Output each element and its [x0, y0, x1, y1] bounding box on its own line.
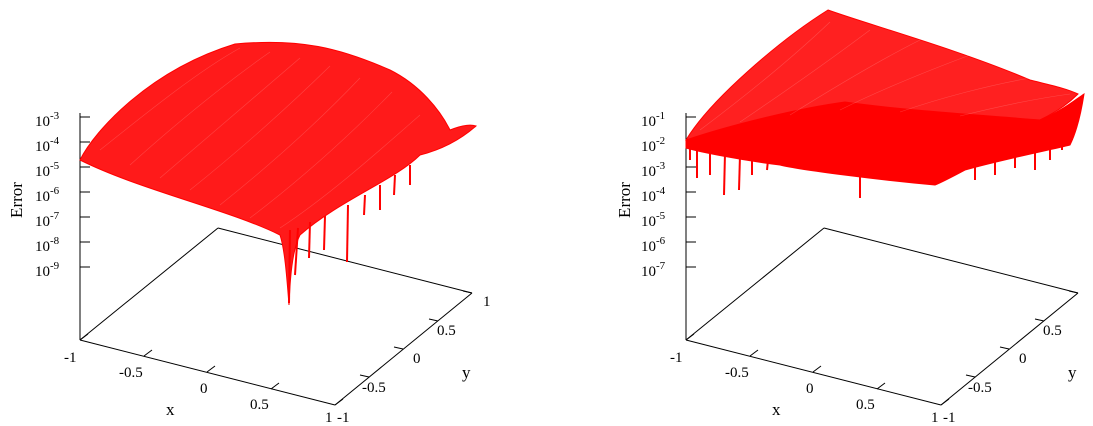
surface-spikes-left — [288, 165, 411, 304]
surface-right-back — [685, 9, 1079, 141]
z-tick-label: 10-6 — [641, 235, 666, 255]
y-tick-label: -1 — [337, 410, 350, 426]
x-tick-label: -0.5 — [119, 365, 143, 381]
z-tick-label: 10-4 — [641, 185, 666, 205]
y-axis-label-left: y — [462, 363, 471, 382]
surface-mesh-right — [685, 9, 1085, 198]
y-tick-label: 0.5 — [1043, 323, 1062, 339]
x-tick-label: 1 — [325, 410, 333, 426]
surface-right-front — [685, 92, 1085, 186]
surface-gridlines-left — [99, 47, 421, 229]
base-box-left — [79, 227, 473, 406]
x-tick-label: -1 — [670, 350, 683, 366]
z-tick-labels-right: 10-1 10-2 10-3 10-4 10-5 10-6 10-7 — [641, 110, 666, 280]
y-axis-label-right: y — [1068, 363, 1077, 382]
x-axis-label-right: x — [772, 400, 781, 419]
z-tick-label: 10-3 — [641, 160, 666, 180]
surface-plot-left: 10-3 10-4 10-5 10-6 10-7 10-8 10-9 Error — [7, 41, 491, 426]
x-tick-label: 0 — [806, 381, 814, 397]
z-tick-label: 10-8 — [35, 235, 60, 255]
y-tick-label: 0 — [413, 351, 421, 367]
y-tick-label: -0.5 — [968, 380, 992, 396]
y-tick-label: 1 — [483, 294, 491, 310]
x-tick-label: 0.5 — [856, 397, 875, 413]
x-tick-label: -1 — [64, 350, 77, 366]
x-axis-label-left: x — [166, 400, 175, 419]
x-tick-label: 0.5 — [250, 397, 269, 413]
x-ticks-right — [685, 333, 950, 406]
z-tick-label: 10-6 — [35, 185, 60, 205]
x-tick-label: -0.5 — [725, 365, 749, 381]
x-tick-label: 1 — [931, 410, 939, 426]
z-ticks-left — [80, 116, 90, 268]
y-ticks-right — [965, 290, 1079, 378]
z-tick-labels-left: 10-3 10-4 10-5 10-6 10-7 10-8 10-9 — [35, 110, 60, 280]
surface-mesh-left — [79, 41, 477, 306]
x-tick-labels-left: -1 -0.5 0 0.5 1 — [64, 350, 333, 426]
x-tick-label: 0 — [200, 381, 208, 397]
z-tick-label: 10-5 — [35, 160, 60, 180]
y-tick-label: 0 — [1019, 351, 1027, 367]
z-tick-label: 10-7 — [641, 260, 666, 280]
z-axis-label-right: Error — [615, 182, 634, 218]
z-tick-label: 10-9 — [35, 260, 60, 280]
y-ticks-left — [359, 290, 473, 378]
z-tick-label: 10-4 — [35, 135, 60, 155]
y-tick-labels-left: -1 -0.5 0 0.5 1 — [337, 294, 491, 426]
x-tick-labels-right: -1 -0.5 0 0.5 1 — [670, 350, 939, 426]
y-tick-label: 0.5 — [437, 323, 456, 339]
y-tick-label: -1 — [943, 410, 956, 426]
x-ticks-left — [79, 333, 344, 406]
z-tick-label: 10-1 — [641, 110, 665, 130]
surface-spikes-right — [689, 108, 1073, 198]
y-tick-label: -0.5 — [362, 380, 386, 396]
surface-left — [79, 41, 477, 306]
z-tick-label: 10-2 — [641, 135, 665, 155]
z-tick-label: 10-3 — [35, 110, 60, 130]
base-box-right — [685, 227, 1079, 406]
y-tick-labels-right: -1 -0.5 0 0.5 — [943, 323, 1062, 426]
z-tick-label: 10-5 — [641, 210, 666, 230]
surface-plot-right: 10-1 10-2 10-3 10-4 10-5 10-6 10-7 Error — [615, 9, 1085, 426]
z-tick-label: 10-7 — [35, 210, 60, 230]
surface-gridlines-right — [699, 21, 1071, 131]
z-axis-label-left: Error — [7, 182, 26, 218]
